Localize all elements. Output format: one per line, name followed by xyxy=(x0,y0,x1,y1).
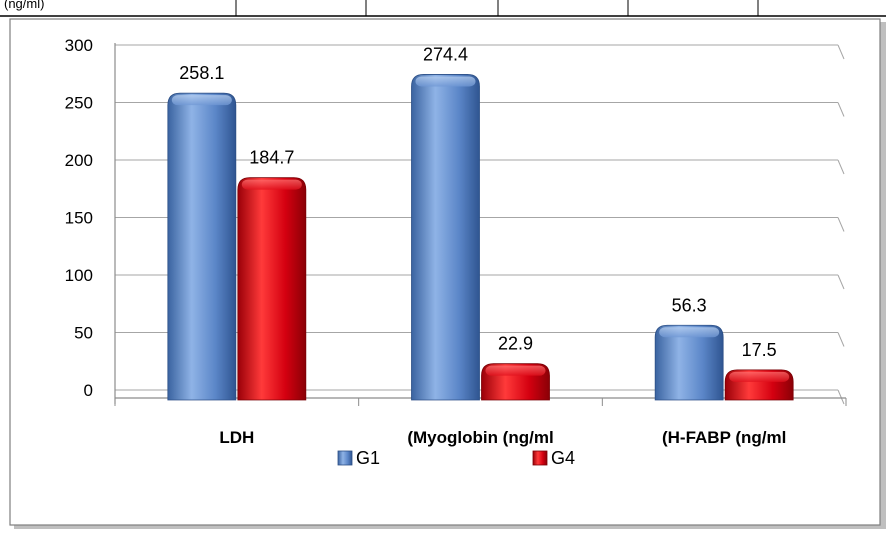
bar-top-highlight xyxy=(729,371,790,382)
data-label-g1-2: 56.3 xyxy=(672,295,707,315)
bar-g1-0 xyxy=(167,92,237,401)
gridline-depth xyxy=(837,332,845,347)
header-fragment-text: (ng/ml) xyxy=(4,0,44,11)
gridline-depth xyxy=(837,274,845,290)
data-label-g4-2: 17.5 xyxy=(742,340,777,360)
gridline-depth xyxy=(837,159,845,175)
x-tick-label: LDH xyxy=(219,428,254,447)
bar-g1-2 xyxy=(654,324,724,401)
bar-g1-1 xyxy=(411,74,480,401)
x-tick-label: (H-FABP (ng/ml xyxy=(662,428,786,447)
plot-area: 0 50 100 150 200 250 300 258.1 184.7 LDH 274.4 22.9… xyxy=(65,36,847,447)
gridline-depth xyxy=(837,102,845,117)
legend-label-g4: G4 xyxy=(551,448,575,468)
legend: G1 G4 xyxy=(337,448,575,468)
bar-top-highlight xyxy=(171,95,232,106)
bar-top-highlight xyxy=(485,365,546,376)
legend-label-g1: G1 xyxy=(356,448,380,468)
bar-top-highlight xyxy=(241,179,302,190)
bar-top-highlight xyxy=(415,76,476,87)
data-label-g1-0: 258.1 xyxy=(179,63,224,83)
y-tick-label: 250 xyxy=(65,94,93,113)
bar-top-highlight xyxy=(659,327,720,338)
y-tick-label: 100 xyxy=(65,266,93,285)
y-tick-label: 150 xyxy=(65,209,93,228)
data-label-g4-0: 184.7 xyxy=(249,148,294,168)
x-tick-label: (Myoglobin (ng/ml xyxy=(407,428,553,447)
legend-swatch-g1 xyxy=(337,450,353,466)
y-tick-label: 300 xyxy=(65,36,93,55)
data-label-g4-1: 22.9 xyxy=(498,334,533,354)
y-tick-label: 50 xyxy=(74,324,93,343)
bar-g4-0 xyxy=(237,177,307,401)
header-table-fragment: (ng/ml) xyxy=(0,0,886,17)
y-tick-label: 0 xyxy=(84,381,93,400)
gridline-depth xyxy=(837,389,845,405)
y-tick-label: 200 xyxy=(65,151,93,170)
gridline-depth xyxy=(837,44,845,60)
gridline-depth xyxy=(837,217,845,232)
legend-swatch-g4 xyxy=(532,450,548,466)
data-label-g1-1: 274.4 xyxy=(423,44,468,64)
